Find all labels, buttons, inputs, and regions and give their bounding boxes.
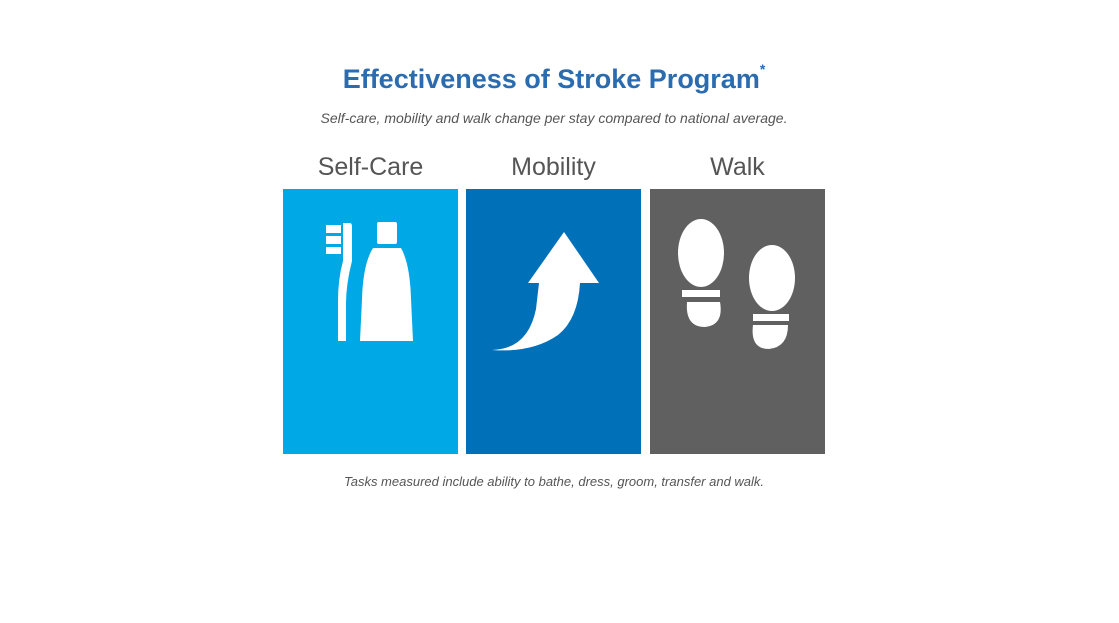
page-subtitle: Self-care, mobility and walk change per … <box>320 110 788 126</box>
toothbrush-toothpaste-icon <box>326 222 413 341</box>
walk-natl-avg-value: 1.14 <box>741 600 781 622</box>
footprints-icon <box>678 219 795 349</box>
curved-up-arrow-icon <box>492 232 599 351</box>
page-title: Effectiveness of Stroke Program* <box>342 61 766 94</box>
heading-mobility: Mobility <box>511 153 596 181</box>
self-care-slrh-value: 0.86 <box>353 567 393 589</box>
mobility-slrh-value: 0.97 <box>536 567 576 589</box>
walk-slrh-value: 1.16 <box>720 567 760 589</box>
panel-mobility: SLRH 0.97 Nat’l Avg 1.01 <box>466 189 641 622</box>
self-care-natl-avg: Nat’l Avg 0.9 <box>303 600 403 622</box>
title-asterisk: * <box>759 61 766 77</box>
mobility-natl-avg-value: 1.01 <box>557 600 597 622</box>
footnote: Tasks measured include ability to bathe,… <box>343 474 765 489</box>
walk-natl-avg: Nat’l Avg 1.14 <box>670 600 781 622</box>
self-care-natl-avg-value: 0.9 <box>374 600 403 622</box>
walk-slrh: SLRH 1.16 <box>670 567 760 589</box>
panel-self-care: SLRH 0.86 Nat’l Avg 0.9 <box>283 189 458 622</box>
panel-walk: SLRH 1.16 Nat’l Avg 1.14 <box>650 189 825 622</box>
mobility-slrh: SLRH 0.97 <box>486 567 576 589</box>
mobility-natl-avg: Nat’l Avg 1.01 <box>486 600 597 622</box>
heading-walk: Walk <box>710 153 765 181</box>
self-care-slrh: SLRH 0.86 <box>303 567 393 589</box>
heading-self-care: Self-Care <box>317 153 424 181</box>
